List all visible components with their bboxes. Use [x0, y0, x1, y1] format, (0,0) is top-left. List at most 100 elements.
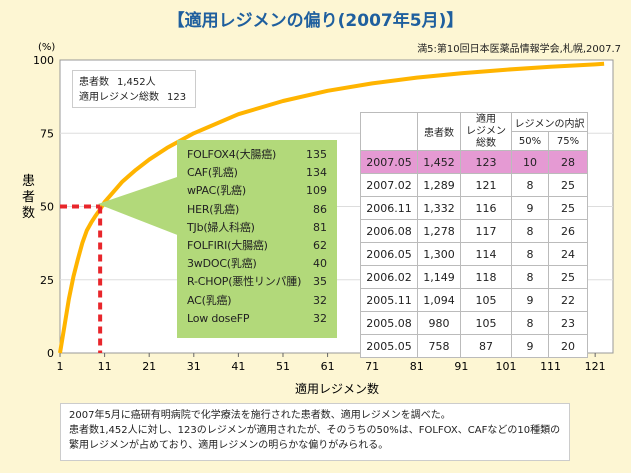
x-tick-label: 101	[495, 360, 516, 373]
regimen-count: 32	[313, 311, 327, 325]
regimen-history-table: 患者数 適用 レジメン 総数 レジメンの内訳 50% 75% 2007.05 1,45…	[360, 112, 588, 358]
cell-p50: 8	[511, 265, 549, 289]
cell-patients: 1,094	[417, 288, 461, 312]
regimens-header: 適用 レジメン 総数	[460, 112, 512, 151]
regimen-name: wPAC(乳癌)	[187, 184, 246, 198]
summary-box: 患者数 1,452人 適用レジメン総数 123	[72, 70, 196, 108]
regimen-name: AC(乳癌)	[187, 293, 232, 307]
regimens-label: 適用レジメン総数	[79, 92, 159, 103]
regimen-name: R-CHOP(悪性リンパ腫)	[187, 275, 302, 289]
callout-pointer	[98, 176, 180, 236]
table-row: 2005.05 758 87 9 20	[360, 334, 588, 358]
cell-p75: 25	[548, 196, 588, 220]
cell-p50: 9	[511, 288, 549, 312]
x-tick-label: 91	[454, 360, 468, 373]
y-axis-label-char: 者	[22, 190, 35, 205]
x-tick-label: 11	[98, 360, 112, 373]
x-tick-label: 111	[540, 360, 561, 373]
x-tick-label: 31	[187, 360, 201, 373]
table-row: 2006.02 1,149 118 8 25	[360, 265, 588, 289]
x-tick-label: 71	[365, 360, 379, 373]
table-row: 2005.11 1,094 105 9 22	[360, 288, 588, 312]
cell-patients: 1,300	[417, 242, 461, 266]
y-unit: (%)	[38, 42, 55, 53]
regimen-count: 32	[313, 293, 327, 307]
regimens-value: 123	[167, 92, 187, 103]
regimen-row: CAF(乳癌) 134	[187, 164, 327, 182]
cell-date: 2005.11	[360, 288, 418, 312]
cell-patients: 1,332	[417, 196, 461, 220]
cell-patients: 1,289	[417, 173, 461, 197]
cell-p75: 26	[548, 219, 588, 243]
regimen-count: 40	[313, 257, 327, 271]
x-tick-label: 51	[276, 360, 290, 373]
y-axis-label-char: 数	[22, 206, 35, 221]
regimen-row: HER(乳癌) 86	[187, 201, 327, 219]
y-tick-label: 0	[47, 347, 54, 360]
y-tick-label: 75	[40, 127, 54, 140]
cell-patients: 758	[417, 334, 461, 358]
cell-p50: 8	[511, 311, 549, 335]
cell-date: 2006.11	[360, 196, 418, 220]
patients-label: 患者数	[79, 77, 109, 88]
cell-regimens: 105	[460, 311, 512, 335]
regimen-count: 62	[313, 238, 327, 252]
cell-date: 2006.02	[360, 265, 418, 289]
y-axis-label: 患者数	[22, 174, 35, 221]
cell-date: 2005.05	[360, 334, 418, 358]
x-tick-label: 61	[321, 360, 335, 373]
regimen-row: AC(乳癌) 32	[187, 292, 327, 310]
y-tick-label: 25	[40, 274, 54, 287]
regimen-name: FOLFIRI(大腸癌)	[187, 238, 268, 252]
regimen-row: R-CHOP(悪性リンパ腫) 35	[187, 273, 327, 291]
regimen-count: 135	[306, 148, 327, 161]
regimen-count: 81	[313, 220, 327, 234]
regimen-row: 3wDOC(乳癌) 40	[187, 255, 327, 273]
chart-title: 【適用レジメンの偏り(2007年5月)】	[167, 11, 464, 31]
footnote-line: 繁用レジメンが占めており、適用レジメンの明らかな偏りがみられる。	[69, 440, 389, 451]
x-tick-label: 121	[585, 360, 606, 373]
x-tick-label: 21	[142, 360, 156, 373]
regimen-name: TJb(婦人科癌)	[187, 220, 255, 234]
cell-p50: 9	[511, 334, 549, 358]
cell-p75: 25	[548, 265, 588, 289]
cell-patients: 1,149	[417, 265, 461, 289]
regimen-row: FOLFOX4(大腸癌) 135	[187, 146, 327, 164]
regimen-name: Low doseFP	[187, 311, 250, 325]
patients-value: 1,452人	[117, 77, 156, 88]
cell-regimens: 116	[460, 196, 512, 220]
cell-p75: 22	[548, 288, 588, 312]
cell-regimens: 114	[460, 242, 512, 266]
footnote: 2007年5月に癌研有明病院で化学療法を施行された患者数、適用レジメンを調べた。…	[60, 403, 570, 461]
cell-date: 2005.08	[360, 311, 418, 335]
regimen-row: Low doseFP 32	[187, 310, 327, 328]
cell-p75: 20	[548, 334, 588, 358]
cell-p75: 24	[548, 242, 588, 266]
top-regimens-box: FOLFOX4(大腸癌) 135 CAF(乳癌) 134 wPAC(乳癌) 109 HER(…	[177, 140, 337, 338]
cell-date: 2006.08	[360, 219, 418, 243]
table-row: 2006.05 1,300 114 8 24	[360, 242, 588, 266]
cell-p50: 8	[511, 173, 549, 197]
cell-p50: 10	[511, 150, 549, 174]
regimen-row: wPAC(乳癌) 109	[187, 182, 327, 200]
cell-p75: 25	[548, 173, 588, 197]
regimen-count: 86	[313, 202, 327, 216]
regimen-name: 3wDOC(乳癌)	[187, 257, 257, 271]
x-tick-label: 41	[231, 360, 245, 373]
cell-patients: 980	[417, 311, 461, 335]
cell-date: 2007.02	[360, 173, 418, 197]
cell-regimens: 117	[460, 219, 512, 243]
cell-p75: 23	[548, 311, 588, 335]
footnote-line: 2007年5月に癌研有明病院で化学療法を施行された患者数、適用レジメンを調べた。	[69, 410, 451, 421]
y-axis-label-char: 患	[22, 174, 35, 189]
table-row: 2006.11 1,332 116 9 25	[360, 196, 588, 220]
cell-p50: 9	[511, 196, 549, 220]
date-header	[360, 112, 418, 151]
cell-regimens: 123	[460, 150, 512, 174]
source-citation: 満5:第10回日本医薬品情報学会,札幌,2007.7	[417, 44, 621, 55]
cell-date: 2007.05	[360, 150, 418, 174]
x-axis-label: 適用レジメン数	[295, 381, 379, 396]
cell-p50: 8	[511, 242, 549, 266]
x-tick-label: 81	[410, 360, 424, 373]
regimen-count: 35	[313, 275, 327, 289]
